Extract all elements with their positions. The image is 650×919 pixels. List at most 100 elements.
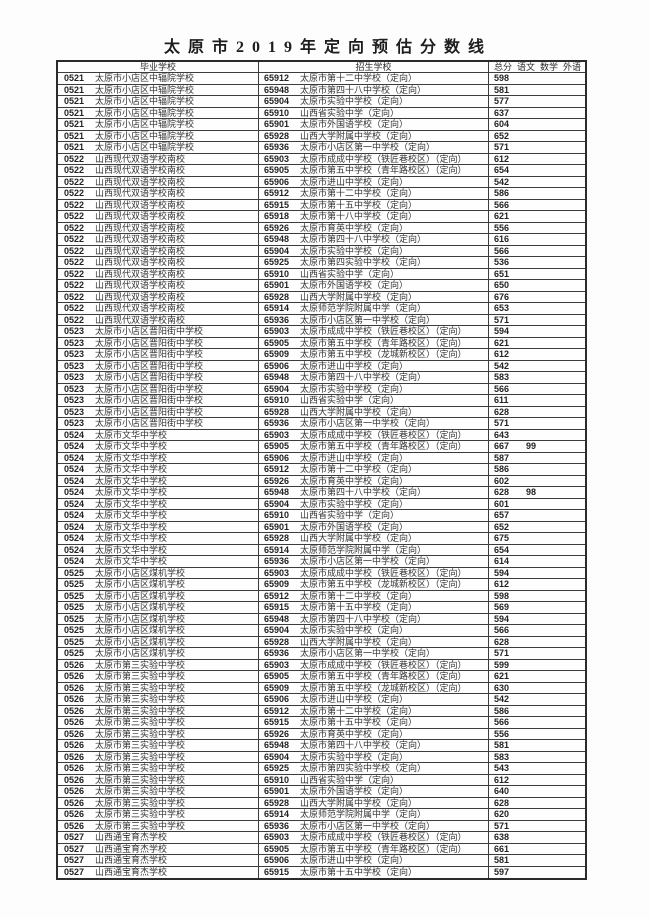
admit-school-name: 太原市第五中学校（龙城新校区）（定向）: [300, 682, 467, 693]
grad-school-name: 山西现代双语学校南校: [95, 280, 186, 290]
admit-school-cell: 65909 太原市第五中学校（龙城新校区）（定向）: [259, 349, 489, 360]
admit-school-name: 太原市第四十八中学校（定向）: [300, 487, 427, 497]
score-cell: 643: [489, 430, 585, 441]
table-row: 0526 太原市第三实验中学校 65903 太原市成成中学校（铁匠巷校区）（定向） 59…: [58, 659, 585, 671]
grad-school-cell: 0522 山西现代双语学校南校: [58, 199, 259, 210]
admit-school-cell: 65936 太原市小店区第一中学校（定向）: [259, 648, 489, 659]
admit-school-name: 太原市成成中学校（铁匠巷校区）（定向）: [300, 429, 467, 440]
admit-school-name: 太原市第四实验中学校（定向）: [300, 257, 427, 267]
score-cell: 542: [489, 694, 585, 705]
admit-school-cell: 65948 太原市第四十八中学校（定向）: [259, 372, 489, 383]
grad-school-name: 太原市小店区晋阳街中学校: [95, 326, 204, 336]
admit-school-cell: 65914 太原师范学院附属中学（定向）: [259, 809, 489, 820]
admit-school-name: 山西大学附属中学校（定向）: [300, 797, 418, 808]
total-score: 654: [494, 165, 510, 175]
admit-school-name: 太原市进山中学校（定向）: [300, 176, 409, 187]
admit-school-name: 太原市外国语学校（定向）: [300, 786, 409, 796]
grad-school-cell: 0522 山西现代双语学校南校: [58, 211, 259, 222]
admit-school-code: 65910: [264, 510, 290, 520]
table-row: 0522 山西现代双语学校南校 65948 太原市第四十八中学校（定向） 616: [58, 234, 585, 246]
admit-school-cell: 65904 太原市实验中学校（定向）: [259, 383, 489, 394]
score-cell: 620: [489, 809, 585, 820]
admit-school-code: 65903: [264, 153, 290, 164]
admit-school-name: 山西省实验中学（定向）: [300, 268, 400, 279]
admit-school-code: 65948: [264, 740, 290, 750]
grad-school-cell: 0522 山西现代双语学校南校: [58, 257, 259, 268]
score-cell: 571: [489, 648, 585, 659]
table-row: 0526 太原市第三实验中学校 65915 太原市第十五中学校（定向） 566: [58, 717, 585, 729]
grad-school-cell: 0524 太原市文华中学校: [58, 498, 259, 509]
grad-school-name: 太原市第三实验中学校: [95, 774, 186, 785]
score-cell: 536: [489, 257, 585, 268]
grad-school-code: 0526: [64, 740, 85, 750]
total-score: 586: [494, 705, 510, 716]
admit-school-cell: 65914 太原师范学院附属中学（定向）: [259, 544, 489, 555]
total-score: 542: [494, 176, 510, 187]
table-body: 0521 太原市小店区中辐院学校 65912 太原市第十二中学校（定向） 598 0521…: [58, 73, 585, 878]
admit-school-code: 65905: [264, 165, 290, 175]
grad-school-name: 太原市文华中学校: [95, 533, 168, 543]
grad-school-cell: 0524 太原市文华中学校: [58, 533, 259, 544]
table-row: 0522 山西现代双语学校南校 65901 太原市外国语学校（定向） 650: [58, 280, 585, 292]
admit-school-code: 65926: [264, 728, 290, 739]
score-cell: 581: [489, 85, 585, 96]
score-cell: 628: [489, 407, 585, 418]
table-row: 0526 太原市第三实验中学校 65910 山西省实验中学（定向） 612: [58, 774, 585, 786]
grad-school-cell: 0522 山西现代双语学校南校: [58, 234, 259, 245]
total-score: 594: [494, 613, 510, 624]
total-score: 630: [494, 682, 510, 693]
admit-school-name: 山西大学附属中学校（定向）: [300, 130, 418, 141]
score-cell: 621: [489, 338, 585, 349]
admit-school-name: 太原市外国语学校（定向）: [300, 521, 409, 532]
admit-school-code: 65901: [264, 280, 290, 290]
grad-school-code: 0526: [64, 705, 85, 716]
admit-school-cell: 65909 太原市第五中学校（龙城新校区）（定向）: [259, 682, 489, 693]
admit-school-name: 太原市育英中学校（定向）: [300, 728, 409, 739]
admit-school-cell: 65903 太原市成成中学校（铁匠巷校区）（定向）: [259, 153, 489, 164]
table-row: 0525 太原市小店区煤机学校 65904 太原市实验中学校（定向） 566: [58, 625, 585, 637]
admit-school-cell: 65901 太原市外国语学校（定向）: [259, 119, 489, 130]
grad-school-cell: 0522 山西现代双语学校南校: [58, 268, 259, 279]
score-cell: 657: [489, 510, 585, 521]
total-score: 612: [494, 579, 510, 589]
admit-school-name: 太原市第十二中学校（定向）: [300, 188, 418, 198]
score-cell: 583: [489, 752, 585, 763]
score-cell: 598: [489, 73, 585, 84]
grad-school-cell: 0523 太原市小店区晋阳街中学校: [58, 406, 259, 417]
score-cell: 587: [489, 453, 585, 464]
header-foreign-score: 外语: [562, 62, 581, 72]
grad-school-name: 太原市小店区中辐院学校: [95, 73, 195, 83]
admit-school-code: 65936: [264, 556, 290, 566]
grad-school-cell: 0524 太原市文华中学校: [58, 441, 259, 452]
table-row: 0525 太原市小店区煤机学校 65912 太原市第十二中学校（定向） 598: [58, 590, 585, 602]
score-cell: 581: [489, 855, 585, 866]
admit-school-cell: 65910 山西省实验中学（定向）: [259, 268, 489, 279]
admit-school-name: 山西省实验中学（定向）: [300, 774, 400, 785]
score-cell: 594: [489, 568, 585, 579]
grad-school-cell: 0522 山西现代双语学校南校: [58, 176, 259, 187]
header-graduation-school: 毕业学校: [58, 62, 259, 72]
admit-school-cell: 65936 太原市小店区第一中学校（定向）: [259, 556, 489, 567]
grad-school-name: 太原市小店区晋阳街中学校: [95, 383, 204, 394]
admit-school-name: 太原市实验中学校（定向）: [300, 245, 409, 256]
admit-school-cell: 65905 太原市第五中学校（青年路校区）（定向）: [259, 843, 489, 854]
score-cell: 583: [489, 372, 585, 383]
total-score: 599: [494, 659, 510, 670]
grad-school-code: 0521: [64, 142, 85, 152]
score-cell: 653: [489, 303, 585, 314]
grad-school-code: 0524: [64, 429, 85, 440]
score-cell: 612: [489, 349, 585, 360]
admit-school-code: 65928: [264, 291, 290, 302]
grad-school-name: 太原市第三实验中学校: [95, 682, 186, 693]
grad-school-cell: 0527 山西通宝育杰学校: [58, 866, 259, 878]
grad-school-code: 0526: [64, 751, 85, 762]
total-score: 598: [494, 73, 510, 83]
total-score: 571: [494, 820, 510, 831]
grad-school-code: 0523: [64, 372, 85, 382]
total-score: 583: [494, 372, 510, 382]
total-score: 652: [494, 521, 510, 532]
admit-school-cell: 65948 太原市第四十八中学校（定向）: [259, 234, 489, 245]
grad-school-name: 山西通宝育杰学校: [95, 855, 168, 865]
table-row: 0522 山西现代双语学校南校 65903 太原市成成中学校（铁匠巷校区）（定向） 61…: [58, 153, 585, 165]
grad-school-name: 太原市小店区晋阳街中学校: [95, 418, 204, 428]
